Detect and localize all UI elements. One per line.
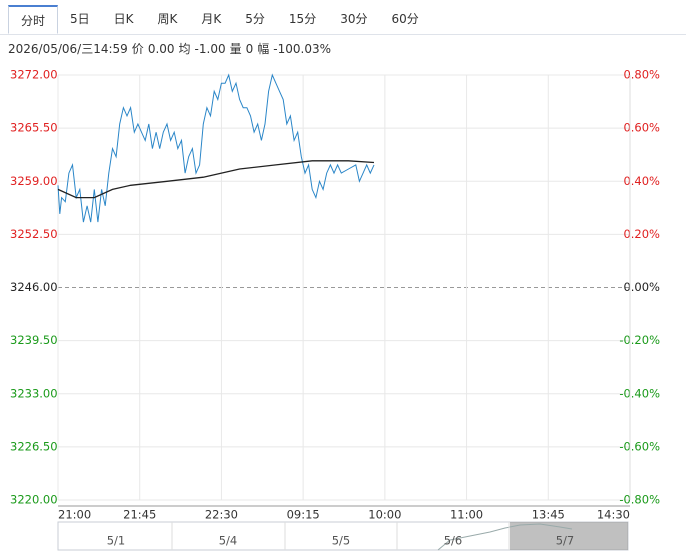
y2-tick-label: 0.60% [623,121,660,135]
datetime: 2026/05/06/三14:59 [8,42,128,56]
info-value: 0.00 [147,42,175,56]
series-line [57,73,375,223]
navigator-window[interactable] [510,522,628,550]
info-value: -1.00 [194,42,226,56]
tab[interactable]: 分时 [8,5,59,34]
x-tick-label: 21:00 [58,508,91,522]
y-tick-label: 3252.50 [10,227,58,241]
y2-tick-label: 0.20% [623,227,660,241]
y-tick-label: 3272.00 [10,68,58,82]
navigator-label: 5/5 [332,534,351,548]
tab[interactable]: 5日 [70,12,90,26]
y2-tick-label: 0.80% [623,68,660,82]
x-tick-label: 21:45 [123,508,156,522]
tab-bar: 分时 5日 日K 周K 月K 5分 15分 30分 60分 [0,5,686,35]
info-label: 幅 [257,42,270,56]
navigator-label: 5/4 [219,534,238,548]
series-line [57,160,375,199]
y-tick-label: 3233.00 [10,386,58,400]
navigator-label: 5/1 [107,534,126,548]
tab[interactable]: 30分 [340,12,368,26]
navigator-label: 5/6 [444,534,463,548]
y-tick-label: 3265.50 [10,121,58,135]
info-label: 价 [131,42,144,56]
tab[interactable]: 周K [157,12,178,26]
tab[interactable]: 60分 [391,12,419,26]
y-tick-label: 3220.00 [10,493,58,507]
y-tick-label: 3226.50 [10,439,58,453]
y2-tick-label: 0.00% [623,280,660,294]
navigator-label: 5/7 [556,534,575,548]
y2-tick-label: -0.20% [619,333,660,347]
tab[interactable]: 月K [201,12,222,26]
info-line: 2026/05/06/三14:59 价 0.00 均 -1.00 量 0 幅 -100.03% [8,40,335,57]
tab[interactable]: 日K [113,12,134,26]
info-value: -100.03% [273,42,332,56]
y2-tick-label: -0.80% [619,493,660,507]
y-tick-label: 3239.50 [10,333,58,347]
y-tick-label: 3259.00 [10,174,58,188]
tab[interactable]: 5分 [245,12,265,26]
x-tick-label: 10:00 [368,508,401,522]
info-label: 量 [229,42,242,56]
y2-tick-label: 0.40% [623,174,660,188]
y2-tick-label: -0.40% [619,386,660,400]
info-value: 0 [245,42,254,56]
x-tick-label: 11:00 [450,508,483,522]
y-tick-label: 3246.00 [10,280,58,294]
x-tick-label: 13:45 [532,508,565,522]
tab[interactable]: 15分 [288,12,317,26]
x-tick-label: 14:30 [597,508,630,522]
navigator-line [437,523,573,551]
x-tick-label: 09:15 [287,508,320,522]
info-label: 均 [178,42,191,56]
y2-tick-label: -0.60% [619,439,660,453]
x-tick-label: 22:30 [205,508,238,522]
